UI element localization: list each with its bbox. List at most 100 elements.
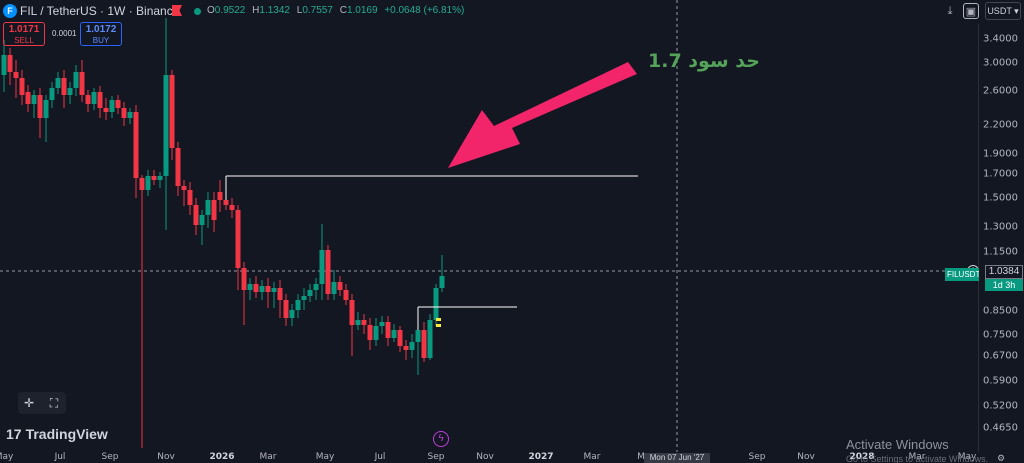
candle-body [229,205,235,210]
price-tick: 2.6000 [983,85,1018,97]
candle-body [271,288,277,292]
flag-icon[interactable] [172,5,182,16]
candle-body [343,290,349,300]
time-tick: M [637,452,645,462]
ohlc-low-label: L [296,5,303,16]
symbol-title[interactable]: FIL / TetherUS · 1W · Binance [20,4,180,18]
chart-area[interactable] [0,0,978,452]
candle-body [199,215,205,225]
dropdown-icon[interactable]: ⤓ [947,5,953,17]
candle-body [37,95,43,118]
currency-select[interactable]: USDT ▾ [985,2,1021,20]
take-profit-note[interactable]: حد سود 1.7 [648,50,760,72]
ohlc-close: 1.0169 [346,5,378,16]
time-axis[interactable]: May Jul Sep Nov 2026 Mar May Jul Sep Nov 2027 Mar M S… [0,452,1024,463]
candle-body [79,72,85,95]
arrow-annotation [448,62,637,168]
candle-body [319,250,325,284]
candle-body [307,290,313,296]
spread-value: 0.0001 [52,29,77,38]
buy-button[interactable]: 1.0172 BUY [80,22,122,46]
ohlc-open: 0.9522 [214,5,246,16]
candle-body [97,92,103,108]
price-tick: 1.1500 [983,246,1018,258]
tradingview-logo[interactable]: 17 TradingView [6,426,108,442]
candle-body [73,72,79,88]
settings-gear-icon[interactable]: ⚙ [997,453,1006,463]
crosshair-date-label: Mon 07 Jun '27 [644,453,710,463]
price-tick: 0.5200 [983,400,1018,412]
buy-price: 1.0172 [85,24,117,35]
fil-coin-icon: F [3,4,17,18]
candle-body [265,286,271,292]
candle-body [241,268,247,290]
candle-body [325,250,331,294]
time-tick: Sep [748,452,766,462]
ohlc-values: O0.9522 H1.1342 L0.7557 C1.0169 +0.0648 … [207,5,468,16]
price-tick: 3.4000 [983,33,1018,45]
candle-body [385,322,391,338]
candle-body [43,100,49,118]
candle-body [361,320,367,325]
crosshair-icon[interactable]: ✛ [23,396,35,410]
candle-body [331,282,337,294]
candle-body [373,326,379,340]
candle-body [211,200,217,220]
price-tick: 1.3000 [983,221,1018,233]
candle-body [433,288,439,320]
candle-body [259,286,265,292]
time-tick: Mar [583,452,601,462]
time-tick: Jul [54,452,66,462]
camera-icon[interactable]: ▣ [963,3,979,19]
candle-body [253,284,259,292]
price-scale[interactable]: 3.4000 3.0000 2.6000 2.2000 1.9000 1.7000 1.50… [978,24,1024,452]
time-tick: Mar [908,452,926,462]
candle-body [415,330,421,342]
time-tick: Sep [101,452,119,462]
candlestick-chart[interactable] [0,0,978,452]
price-tick: 1.9000 [983,148,1018,160]
candle-body [133,112,139,178]
fullscreen-icon[interactable]: ⛶ [49,396,59,410]
candle-body [181,186,187,190]
time-tick: Jul [374,452,386,462]
candle-body [421,330,427,358]
candle-body [337,282,343,290]
price-tick: 0.8500 [983,305,1018,317]
sell-button[interactable]: 1.0171 SELL [3,22,45,46]
candle-body [157,176,163,180]
candle-body [301,296,307,300]
candle-body [67,88,73,95]
candle-body [397,330,403,346]
time-tick: May [315,452,335,462]
time-tick: Nov [157,452,175,462]
time-tick: Mar [259,452,277,462]
candle-body [109,100,115,112]
candle-body [115,100,121,108]
chart-header: F FIL / TetherUS · 1W · Binance O0.9522 … [0,0,1024,22]
candle-body [61,78,67,95]
flash-icon[interactable]: ϟ [433,431,449,447]
candle-body [277,288,283,300]
symbol-price-tag: FILUSDT [945,268,979,281]
time-tick: Sep [427,452,445,462]
ohlc-change: +0.0648 (+6.81%) [384,5,465,16]
candle-body [169,75,175,148]
price-tick: 2.2000 [983,119,1018,131]
candle-body [7,55,13,72]
candle-body [403,346,409,350]
sell-price: 1.0171 [8,24,40,35]
marker [436,318,441,321]
candle-body [409,342,415,350]
time-tick: Nov [476,452,494,462]
candle-body [25,92,31,104]
candle-body [175,148,181,186]
candle-body [427,320,433,358]
market-open-icon [194,8,201,15]
candle-body [55,78,61,88]
candle-body [247,284,253,290]
candle-body [187,190,193,205]
candle-body [49,88,55,100]
price-tick: 1.7000 [983,168,1018,180]
candle-body [85,95,91,104]
